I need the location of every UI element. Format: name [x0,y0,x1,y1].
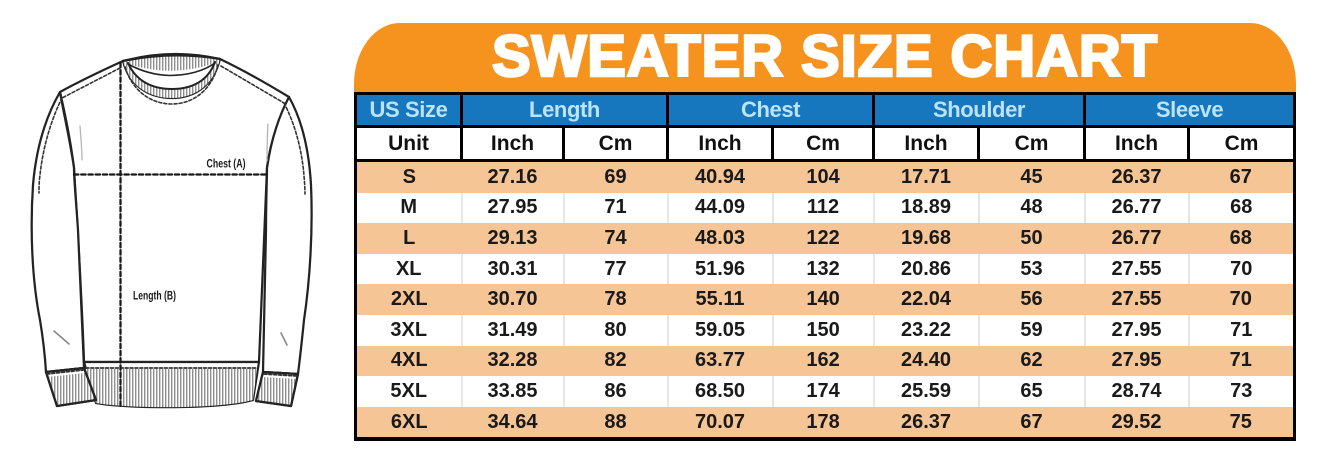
svg-text:Chest (A): Chest (A) [207,159,246,171]
svg-text:Length (B): Length (B) [133,289,176,303]
